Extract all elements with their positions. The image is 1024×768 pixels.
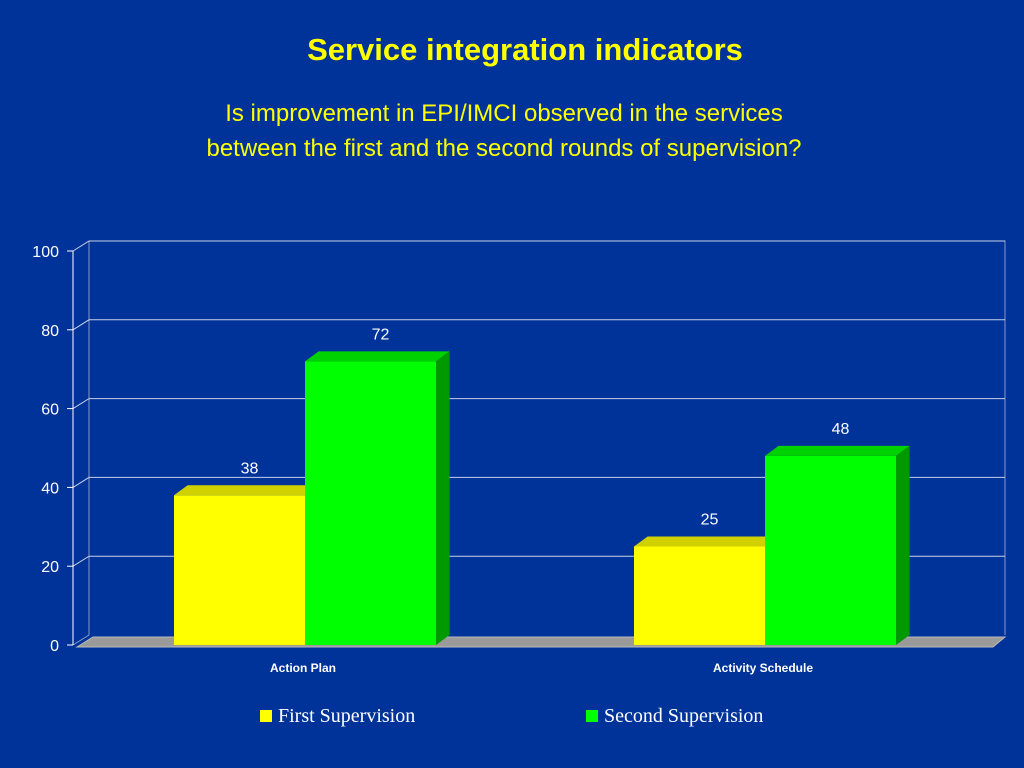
- bar-front: [765, 455, 896, 645]
- legend-swatch-first: [260, 710, 272, 722]
- y-tick-label: 60: [41, 402, 59, 419]
- legend-item-first-supervision: First Supervision: [260, 704, 415, 728]
- y-tick-label: 80: [41, 323, 59, 340]
- legend-label-second: Second Supervision: [604, 704, 764, 727]
- gridline: [72, 240, 1005, 252]
- subtitle-line-2: between the first and the second rounds …: [206, 135, 802, 162]
- y-tick-label: 40: [41, 480, 59, 497]
- bar-top: [174, 485, 319, 496]
- data-label: 48: [832, 421, 850, 438]
- y-tick-label: 100: [32, 244, 59, 261]
- gridline: [72, 476, 1005, 488]
- gridline: [72, 319, 1005, 331]
- x-tick-label: Action Plan: [270, 661, 336, 675]
- data-label: 38: [241, 460, 259, 477]
- gridline: [72, 398, 1005, 410]
- bar-top: [765, 445, 910, 456]
- bar-top: [305, 351, 450, 362]
- data-label: 72: [372, 326, 390, 343]
- legend-swatch-second: [586, 710, 598, 722]
- bar-front: [174, 495, 305, 645]
- y-tick-label: 0: [50, 638, 59, 655]
- data-label: 25: [701, 512, 719, 529]
- legend-item-second-supervision: Second Supervision: [586, 704, 763, 728]
- bar-front: [634, 546, 765, 645]
- bar-side: [896, 445, 910, 645]
- x-tick-label: Activity Schedule: [713, 661, 813, 675]
- bar-side: [436, 351, 450, 645]
- legend-label-first: First Supervision: [278, 704, 416, 727]
- slide-title: Service integration indicators: [307, 32, 743, 67]
- side-wall: [72, 241, 90, 646]
- bar-top: [634, 536, 779, 547]
- y-tick-label: 20: [41, 559, 59, 576]
- bar-front: [305, 361, 436, 645]
- subtitle-line-1: Is improvement in EPI/IMCI observed in t…: [225, 100, 783, 127]
